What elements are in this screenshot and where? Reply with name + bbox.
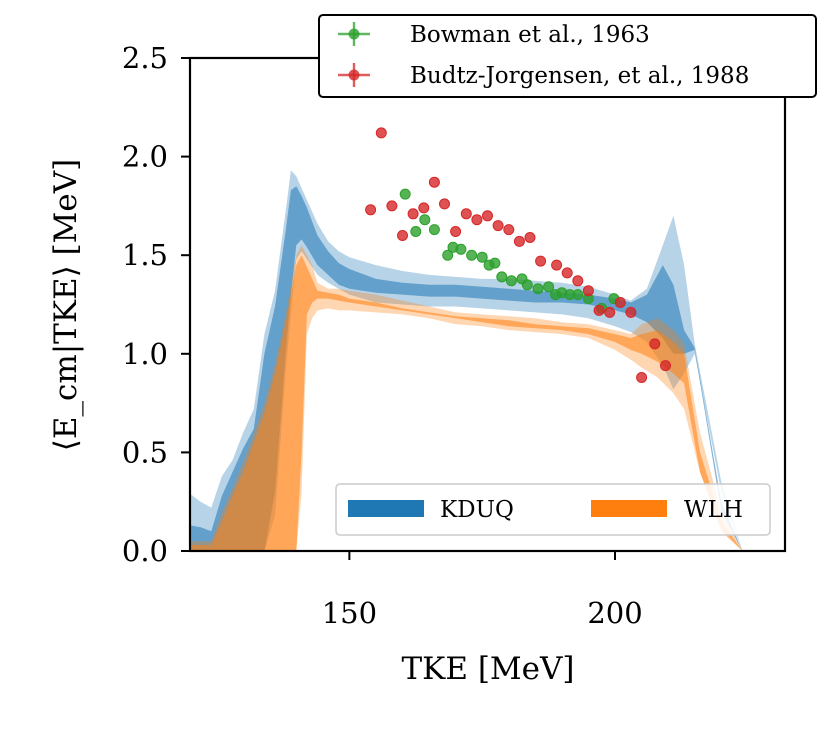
budtz-jorgensen-et-al-1988-point — [439, 198, 450, 210]
legend-bowman-marker — [338, 22, 370, 46]
budtz-jorgensen-et-al-1988-point — [386, 200, 398, 212]
bowman-et-al-1963-point — [399, 188, 411, 200]
wlh-band-inner — [190, 255, 743, 551]
legend-bottom: KDUQ WLH — [335, 483, 771, 536]
bowman-et-al-1963-point — [489, 257, 501, 269]
bowman-et-al-1963-point — [419, 214, 431, 226]
bowman-et-al-1963-point — [543, 281, 555, 293]
bowman-et-al-1963-point — [442, 249, 454, 261]
budtz-jorgensen-et-al-1988-point — [460, 208, 472, 220]
x-axis-label: TKE [MeV] — [402, 651, 575, 687]
legend-budtz-label: Budtz-Jorgensen, et al., 1988 — [410, 63, 749, 89]
x-tick-label: 200 — [587, 596, 642, 630]
bowman-et-al-1963-point — [572, 289, 584, 301]
budtz-jorgensen-et-al-1988-point — [614, 297, 626, 308]
x-tick-label: 150 — [322, 596, 377, 630]
bowman-et-al-1963-point — [466, 249, 478, 261]
budtz-jorgensen-et-al-1988-point — [418, 202, 430, 214]
y-axis-label: ⟨E_cm|TKE⟩ [MeV] — [48, 159, 84, 452]
bowman-et-al-1963-point — [496, 271, 508, 283]
bowman-et-al-1963-point — [532, 283, 544, 295]
y-tick-label: 1.0 — [122, 337, 168, 371]
budtz-jorgensen-et-al-1988-point — [572, 275, 584, 287]
budtz-jorgensen-et-al-1988-point — [450, 226, 462, 237]
legend-kduq-swatch — [348, 500, 424, 517]
legend-wlh-swatch — [591, 500, 667, 517]
budtz-jorgensen-et-al-1988-point — [428, 176, 440, 188]
bowman-et-al-1963-point — [521, 279, 533, 291]
bowman-et-al-1963-point — [505, 275, 517, 287]
budtz-jorgensen-et-al-1988-point — [660, 360, 671, 372]
y-tick-label: 2.5 — [122, 41, 168, 75]
points-layer — [365, 127, 671, 383]
budtz-jorgensen-et-al-1988-point — [604, 306, 616, 318]
legend-wlh-label: WLH — [684, 497, 743, 523]
bowman-et-al-1963-point — [410, 226, 422, 237]
bowman-et-al-1963-point — [476, 251, 488, 263]
budtz-jorgensen-et-al-1988-point — [503, 224, 515, 236]
budtz-jorgensen-et-al-1988-point — [551, 259, 563, 271]
budtz-jorgensen-et-al-1988-point — [492, 220, 504, 232]
budtz-jorgensen-et-al-1988-point — [397, 230, 408, 241]
legend-kduq-label: KDUQ — [440, 497, 514, 523]
legend-top-frame — [318, 14, 817, 98]
budtz-jorgensen-et-al-1988-point — [593, 304, 605, 316]
budtz-jorgensen-et-al-1988-point — [375, 127, 387, 139]
y-tick-label: 0.5 — [122, 435, 168, 469]
budtz-jorgensen-et-al-1988-point — [636, 372, 648, 383]
budtz-jorgensen-et-al-1988-point — [535, 255, 547, 267]
budtz-jorgensen-et-al-1988-point — [582, 285, 594, 297]
budtz-jorgensen-et-al-1988-point — [513, 235, 525, 247]
legend-top: Bowman et al., 1963 Budtz-Jorgensen, et … — [318, 14, 817, 98]
budtz-jorgensen-et-al-1988-point — [561, 267, 573, 279]
y-tick-label: 2.0 — [122, 140, 168, 174]
budtz-jorgensen-et-al-1988-point — [365, 204, 377, 216]
bowman-et-al-1963-point — [428, 224, 440, 236]
budtz-jorgensen-et-al-1988-point — [625, 306, 637, 318]
budtz-jorgensen-et-al-1988-point — [482, 210, 493, 222]
ticks-layer: 150 200 0.0 0.5 1.0 1.5 2.0 2.5 — [122, 41, 643, 630]
legend-bowman-label: Bowman et al., 1963 — [410, 22, 650, 48]
legend-budtz-marker — [338, 63, 370, 87]
budtz-jorgensen-et-al-1988-point — [649, 338, 661, 350]
y-tick-label: 1.5 — [122, 238, 168, 272]
bands-layer — [190, 170, 743, 551]
budtz-jorgensen-et-al-1988-point — [407, 208, 419, 220]
legend-bottom-frame — [335, 483, 771, 536]
y-tick-label: 0.0 — [122, 534, 168, 568]
budtz-jorgensen-et-al-1988-point — [524, 232, 536, 243]
bowman-et-al-1963-point — [455, 243, 467, 255]
budtz-jorgensen-et-al-1988-point — [471, 214, 483, 226]
